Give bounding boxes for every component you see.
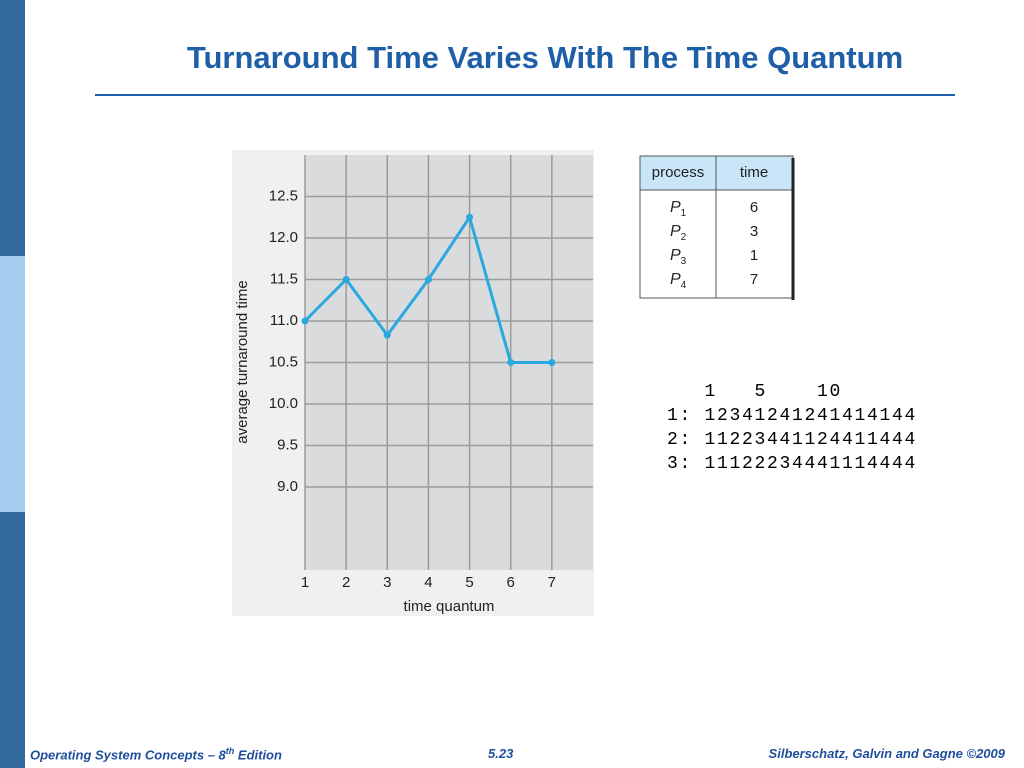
data-point (548, 359, 556, 366)
y-tick-label: 9.0 (277, 478, 298, 495)
x-tick-label: 7 (548, 574, 556, 591)
y-tick-label: 10.5 (269, 353, 298, 370)
schedule-line: 1: 12341241241414144 (667, 406, 918, 426)
burst-time: 3 (750, 223, 758, 240)
burst-time: 1 (750, 247, 758, 264)
data-point (466, 213, 474, 221)
process-index: 2 (681, 232, 687, 243)
y-tick-label: 10.0 (269, 395, 298, 412)
x-tick-label: 2 (342, 574, 350, 591)
schedule-block: 1 5 10 1: 12341241241414144 2: 11223441124… (667, 380, 917, 476)
process-index: 1 (681, 208, 687, 219)
y-tick-label: 9.5 (277, 436, 298, 453)
process-letter: P (670, 247, 681, 264)
process-letter: P (670, 271, 681, 288)
footer-superscript: th (225, 746, 235, 756)
schedule-line: 2: 11223441124411444 (667, 430, 918, 450)
chart: 9.0 9.5 10.0 10.5 11.0 11.5 12.0 12.5 1 2 3 4 5 6 7 (269, 155, 593, 591)
data-point (383, 331, 391, 339)
y-tick-label: 11.5 (270, 270, 298, 287)
footer-text: Edition (234, 747, 282, 763)
sidebar (0, 0, 25, 256)
x-tick-label: 3 (383, 574, 391, 591)
footer-text: Operating System Concepts – 8 (30, 747, 226, 763)
y-tick-label: 11.0 (270, 312, 298, 329)
process-index: 3 (681, 256, 687, 267)
x-axis-title: time quantum (404, 598, 495, 615)
data-point (342, 276, 350, 283)
burst-time: 6 (750, 199, 758, 216)
y-axis-title: average turnaround time (234, 280, 251, 443)
process-name: P1 (670, 199, 687, 218)
process-name: P3 (670, 247, 687, 266)
process-letter: P (670, 223, 681, 240)
process-index: 4 (681, 280, 687, 291)
sidebar (0, 256, 25, 512)
burst-time: 7 (750, 271, 758, 288)
table: process time P1 6P2 3P3 1P4 7 (639, 155, 795, 300)
data-point (424, 276, 432, 283)
footer-page: 5.23 (488, 746, 514, 761)
x-tick-label: 1 (301, 574, 309, 591)
x-tick-label: 6 (507, 574, 515, 591)
schedule-line: 3: 11122234441114444 (667, 454, 918, 474)
table-column-header: time (740, 164, 768, 181)
table-column-header: process (652, 164, 705, 181)
data-point (507, 359, 515, 366)
y-tick-label: 12.0 (269, 229, 298, 246)
slide-title: Turnaround Time Varies With The Time Qua… (187, 40, 903, 75)
footer-book: Operating System Concepts – 8th Edition (30, 746, 282, 762)
y-tick-label: 12.5 (269, 187, 298, 204)
process-name: P2 (670, 223, 687, 242)
x-tick-label: 4 (424, 574, 432, 591)
data-point (301, 317, 309, 325)
process-letter: P (670, 199, 681, 216)
x-tick-label: 5 (465, 574, 473, 591)
footer-authors: Silberschatz, Galvin and Gagne ©2009 (768, 746, 1005, 761)
schedule-line: 1 5 10 (667, 382, 843, 402)
process-name: P4 (670, 271, 687, 290)
sidebar (0, 512, 25, 768)
